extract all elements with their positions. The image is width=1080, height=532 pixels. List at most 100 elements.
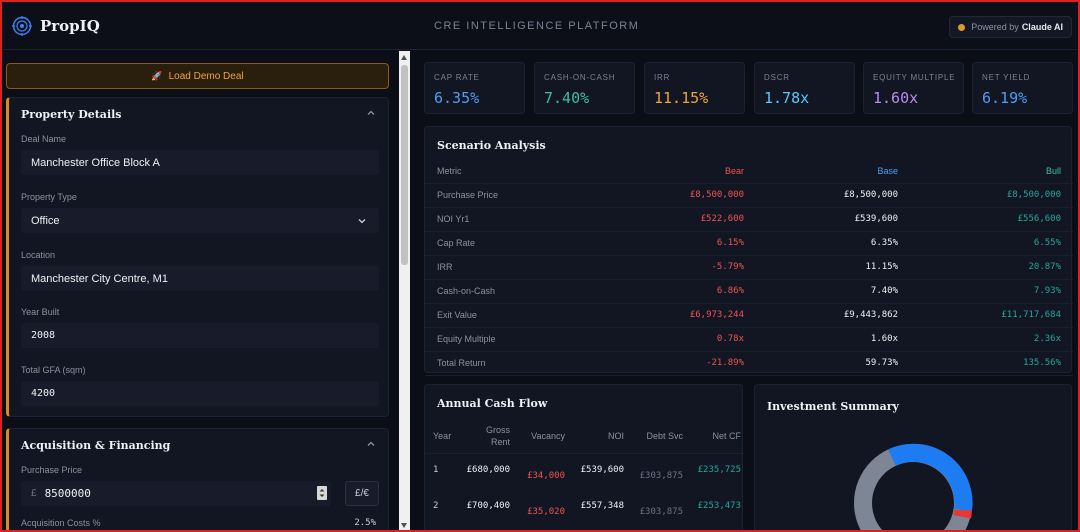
metric-card-irr: IRR 11.15% xyxy=(644,62,745,114)
load-demo-deal-button[interactable]: 🚀 Load Demo Deal xyxy=(6,63,389,89)
logo[interactable]: PropIQ xyxy=(12,16,100,36)
scroll-up-arrow-icon[interactable] xyxy=(401,55,407,60)
col-debt: Debt Svc xyxy=(646,431,683,441)
cell-bear: 6.86% xyxy=(716,286,744,296)
status-dot-icon xyxy=(958,23,966,31)
currency-toggle-button[interactable]: £/€ xyxy=(345,481,379,506)
cell-base: 6.35% xyxy=(870,238,898,248)
scenario-row: Cash-on-Cash 6.86% 7.40% 7.93% xyxy=(425,280,1073,304)
cell-bear: -5.79% xyxy=(711,262,744,272)
metric-card-net-yield: NET YIELD 6.19% xyxy=(972,62,1073,114)
scroll-thumb[interactable] xyxy=(401,65,408,265)
scenario-row: Equity Multiple 0.78x 1.60x 2.36x xyxy=(425,328,1073,352)
cell-metric: Cap Rate xyxy=(437,238,476,248)
cell-bear: £6,973,244 xyxy=(689,310,744,320)
scenario-row: IRR -5.79% 11.15% 20.87% xyxy=(425,256,1073,280)
scenario-row: Purchase Price £8,500,000 £8,500,000 £8,500… xyxy=(425,184,1073,208)
collapse-chevron-up-icon[interactable] xyxy=(366,439,376,449)
cell-bear: -21.89% xyxy=(706,358,744,368)
summary-title: Investment Summary xyxy=(767,400,899,413)
cell-base: 1.60x xyxy=(870,334,898,344)
metric-value: 1.60x xyxy=(873,89,919,107)
acquisition-costs-value[interactable]: 2.5% xyxy=(354,518,376,528)
deal-name-input[interactable]: Manchester Office Block A xyxy=(21,150,379,175)
metric-card-cash-on-cash: CASH-ON-CASH 7.40% xyxy=(534,62,635,114)
year-built-input[interactable]: 2008 xyxy=(21,323,379,348)
scenario-row: Cap Rate 6.15% 6.35% 6.55% xyxy=(425,232,1073,256)
property-details-section: Property Details Deal Name Manchester Of… xyxy=(6,97,389,417)
location-input[interactable]: Manchester City Centre, M1 xyxy=(21,266,379,291)
metric-value: 6.35% xyxy=(434,89,480,107)
property-details-title: Property Details xyxy=(21,108,122,121)
cell-bull: £556,600 xyxy=(1017,214,1061,224)
cell-bull: 6.55% xyxy=(1033,238,1061,248)
cf-cell-net: £235,725 xyxy=(697,465,741,475)
collapse-chevron-up-icon[interactable] xyxy=(366,108,376,118)
metric-label: EQUITY MULTIPLE xyxy=(873,73,956,82)
header-base: Base xyxy=(877,166,898,176)
property-type-select[interactable]: Office xyxy=(21,208,379,233)
metric-label: NET YIELD xyxy=(982,73,1031,82)
col-rent: Rent xyxy=(490,437,510,447)
cf-cell-year: 2 xyxy=(433,501,439,511)
metric-label: IRR xyxy=(654,73,671,82)
cell-bear: 0.78x xyxy=(716,334,744,344)
metric-value: 11.15% xyxy=(654,89,709,107)
cell-bull: £11,717,684 xyxy=(1001,310,1061,320)
app-header: PropIQ CRE INTELLIGENCE PLATFORM Powered… xyxy=(0,0,1080,50)
app-name: PropIQ xyxy=(40,17,100,35)
col-vacancy: Vacancy xyxy=(531,431,565,441)
col-gross: Gross xyxy=(485,425,510,435)
gfa-input[interactable]: 4200 xyxy=(21,381,379,406)
year-built-label: Year Built xyxy=(21,307,60,317)
cf-cell-noi: £557,348 xyxy=(580,501,624,511)
cell-base: 7.40% xyxy=(870,286,898,296)
metric-value: 6.19% xyxy=(982,89,1028,107)
acquisition-financing-section: Acquisition & Financing Purchase Price £… xyxy=(6,428,389,532)
cell-metric: IRR xyxy=(437,262,453,272)
cell-bull: 135.56% xyxy=(1023,358,1061,368)
col-year: Year xyxy=(433,431,452,441)
cf-cell-noi: £539,600 xyxy=(580,465,624,475)
metric-card-cap-rate: CAP RATE 6.35% xyxy=(424,62,525,114)
scroll-down-arrow-icon[interactable] xyxy=(401,523,407,528)
metric-value: 7.40% xyxy=(544,89,590,107)
property-type-label: Property Type xyxy=(21,192,77,202)
cell-bull: 7.93% xyxy=(1033,286,1061,296)
cell-bull: 2.36x xyxy=(1033,334,1061,344)
cf-cell-year: 1 xyxy=(433,465,439,475)
powered-brand: Claude AI xyxy=(1021,22,1063,32)
metric-label: DSCR xyxy=(764,73,790,82)
cf-cell-debt: £303,875 xyxy=(639,471,683,481)
header-bull: Bull xyxy=(1045,166,1061,176)
acquisition-costs-label: Acquisition Costs % xyxy=(21,518,101,528)
input-sidebar: 🚀 Load Demo Deal Property Details Deal N… xyxy=(0,51,398,532)
platform-title: CRE INTELLIGENCE PLATFORM xyxy=(434,20,640,32)
purchase-price-value: 8500000 xyxy=(44,487,91,500)
cell-bear: £522,600 xyxy=(700,214,744,224)
gfa-label: Total GFA (sqm) xyxy=(21,365,86,375)
metric-card-dscr: DSCR 1.78x xyxy=(754,62,855,114)
metric-card-equity-multiple: EQUITY MULTIPLE 1.60x xyxy=(863,62,964,114)
scenario-row: NOI Yr1 £522,600 £539,600 £556,600 xyxy=(425,208,1073,232)
donut-segment-costs xyxy=(953,509,972,519)
sidebar-scrollbar[interactable] xyxy=(399,51,410,532)
scenario-row: Exit Value £6,973,244 £9,443,862 £11,717,68… xyxy=(425,304,1073,328)
cell-metric: NOI Yr1 xyxy=(437,214,470,224)
acquisition-title: Acquisition & Financing xyxy=(21,439,171,452)
deal-name-label: Deal Name xyxy=(21,134,67,144)
target-logo-icon xyxy=(12,16,32,36)
scenario-header-row: Metric Bear Base Bull xyxy=(425,160,1073,184)
cf-cell-vacancy: £35,020 xyxy=(527,507,565,517)
metric-label: CAP RATE xyxy=(434,73,480,82)
cell-bull: 20.87% xyxy=(1028,262,1061,272)
purchase-price-input[interactable]: £ 8500000 xyxy=(21,481,331,506)
cash-flow-title: Annual Cash Flow xyxy=(437,397,548,410)
investment-donut-chart xyxy=(854,443,973,532)
number-spinner-icon[interactable] xyxy=(317,486,327,500)
currency-symbol: £ xyxy=(31,488,37,499)
cell-bear: £8,500,000 xyxy=(689,190,744,200)
col-net: Net CF xyxy=(712,431,741,441)
scenario-row: Total Return -21.89% 59.73% 135.56% xyxy=(425,352,1073,376)
purchase-price-label: Purchase Price xyxy=(21,465,83,475)
